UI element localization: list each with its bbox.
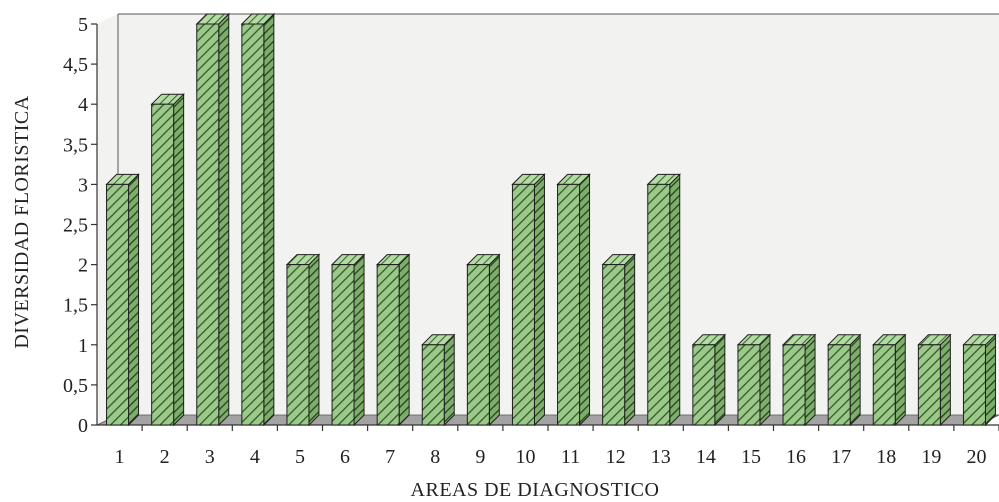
bar-side-face <box>263 12 275 427</box>
bar-front-face <box>962 344 986 426</box>
bar <box>781 333 817 427</box>
bar-front-face <box>286 264 310 426</box>
bar-side-face <box>128 173 140 427</box>
bar-side-face <box>308 253 320 427</box>
y-tick-label: 3 <box>78 174 88 196</box>
bar <box>105 173 140 427</box>
y-tick-label: 4 <box>78 94 88 116</box>
y-tick-label: 5 <box>78 14 88 36</box>
x-tick-label: 18 <box>876 446 896 468</box>
bar-front-face <box>196 23 220 426</box>
bar <box>691 333 727 427</box>
bar-front-face <box>782 344 806 426</box>
bar-side-face <box>894 333 906 427</box>
y-tick-label: 2 <box>78 255 88 277</box>
y-tick-label: 1,5 <box>63 295 88 317</box>
y-tick-label: 1 <box>78 335 88 357</box>
x-tick-label: 17 <box>831 446 851 468</box>
bar <box>466 253 501 427</box>
bar <box>330 253 366 427</box>
x-tick-label: 5 <box>295 446 305 468</box>
bar-side-face <box>398 253 410 427</box>
bar <box>511 173 546 427</box>
bar-side-face <box>669 173 681 427</box>
bar <box>240 12 276 427</box>
bar <box>736 333 772 427</box>
x-tick-label: 9 <box>475 446 485 468</box>
bar-front-face <box>737 344 761 426</box>
x-tick-label: 6 <box>340 446 350 468</box>
bar-front-face <box>692 344 716 426</box>
bar-front-face <box>376 264 400 426</box>
bar <box>601 253 636 427</box>
x-tick-label: 7 <box>385 446 395 468</box>
bar <box>917 333 952 427</box>
x-tick-label: 20 <box>966 446 986 468</box>
bar-side-face <box>714 333 726 427</box>
bars-group <box>105 12 997 427</box>
bar-front-face <box>872 344 896 426</box>
y-tick-label: 4,5 <box>63 54 88 76</box>
bar-side-face <box>984 333 996 427</box>
bar-side-face <box>443 333 455 427</box>
bar-front-face <box>421 344 445 426</box>
x-tick-label: 15 <box>741 446 761 468</box>
x-axis-title: AREAS DE DIAGNOSTICO <box>411 479 660 501</box>
bar-side-face <box>218 12 230 427</box>
bar-front-face <box>511 183 535 426</box>
bar-front-face <box>466 264 490 426</box>
bar-front-face <box>106 183 130 426</box>
x-tick-label: 11 <box>561 446 580 468</box>
bar <box>872 333 907 427</box>
bar-side-face <box>533 173 545 427</box>
y-axis-ticks: 0 0,5 1 1,5 2 2,5 3 3,5 4 4,5 5 <box>63 14 97 437</box>
bar-side-face <box>939 333 951 427</box>
bar-front-face <box>917 344 941 426</box>
y-tick-label: 3,5 <box>63 134 88 156</box>
x-tick-label: 16 <box>786 446 806 468</box>
x-tick-label: 4 <box>250 446 260 468</box>
bar <box>195 12 230 427</box>
x-tick-label: 2 <box>160 446 170 468</box>
bar-side-face <box>759 333 771 427</box>
bar <box>556 173 591 427</box>
bar <box>150 92 185 427</box>
x-tick-label: 1 <box>115 446 125 468</box>
x-axis-ticks: 1 2 3 4 5 6 7 8 9 10 11 12 13 14 15 16 17 18 19 20 <box>115 425 999 468</box>
plot-back-wall <box>97 14 999 425</box>
bar-front-face <box>602 264 626 426</box>
bar-front-face <box>241 23 265 426</box>
bar-side-face <box>579 173 591 427</box>
bar <box>285 253 321 427</box>
bar-front-face <box>331 264 355 426</box>
x-tick-label: 8 <box>430 446 440 468</box>
bar-front-face <box>827 344 851 426</box>
x-tick-label: 10 <box>515 446 535 468</box>
bar <box>826 333 862 427</box>
y-tick-label: 0 <box>78 415 88 437</box>
bar <box>375 253 411 427</box>
x-tick-label: 19 <box>921 446 941 468</box>
bar-front-face <box>557 183 581 426</box>
bar-side-face <box>804 333 816 427</box>
x-tick-label: 13 <box>651 446 671 468</box>
y-tick-label: 2,5 <box>63 215 88 237</box>
y-tick-label: 0,5 <box>63 375 88 397</box>
x-tick-label: 14 <box>696 446 716 468</box>
plot-floor <box>96 414 999 426</box>
bar-side-face <box>849 333 861 427</box>
bar-side-face <box>624 253 636 427</box>
bar-side-face <box>173 92 185 427</box>
bar <box>646 173 681 427</box>
bar <box>421 333 456 427</box>
x-tick-label: 12 <box>606 446 626 468</box>
bar <box>962 333 997 427</box>
x-tick-label: 3 <box>205 446 215 468</box>
bar-front-face <box>151 103 175 426</box>
bar-side-face <box>353 253 365 427</box>
bar-side-face <box>488 253 500 427</box>
bar-front-face <box>647 183 671 426</box>
y-axis-title: DIVERSIDAD FLORISTICA <box>11 95 33 348</box>
